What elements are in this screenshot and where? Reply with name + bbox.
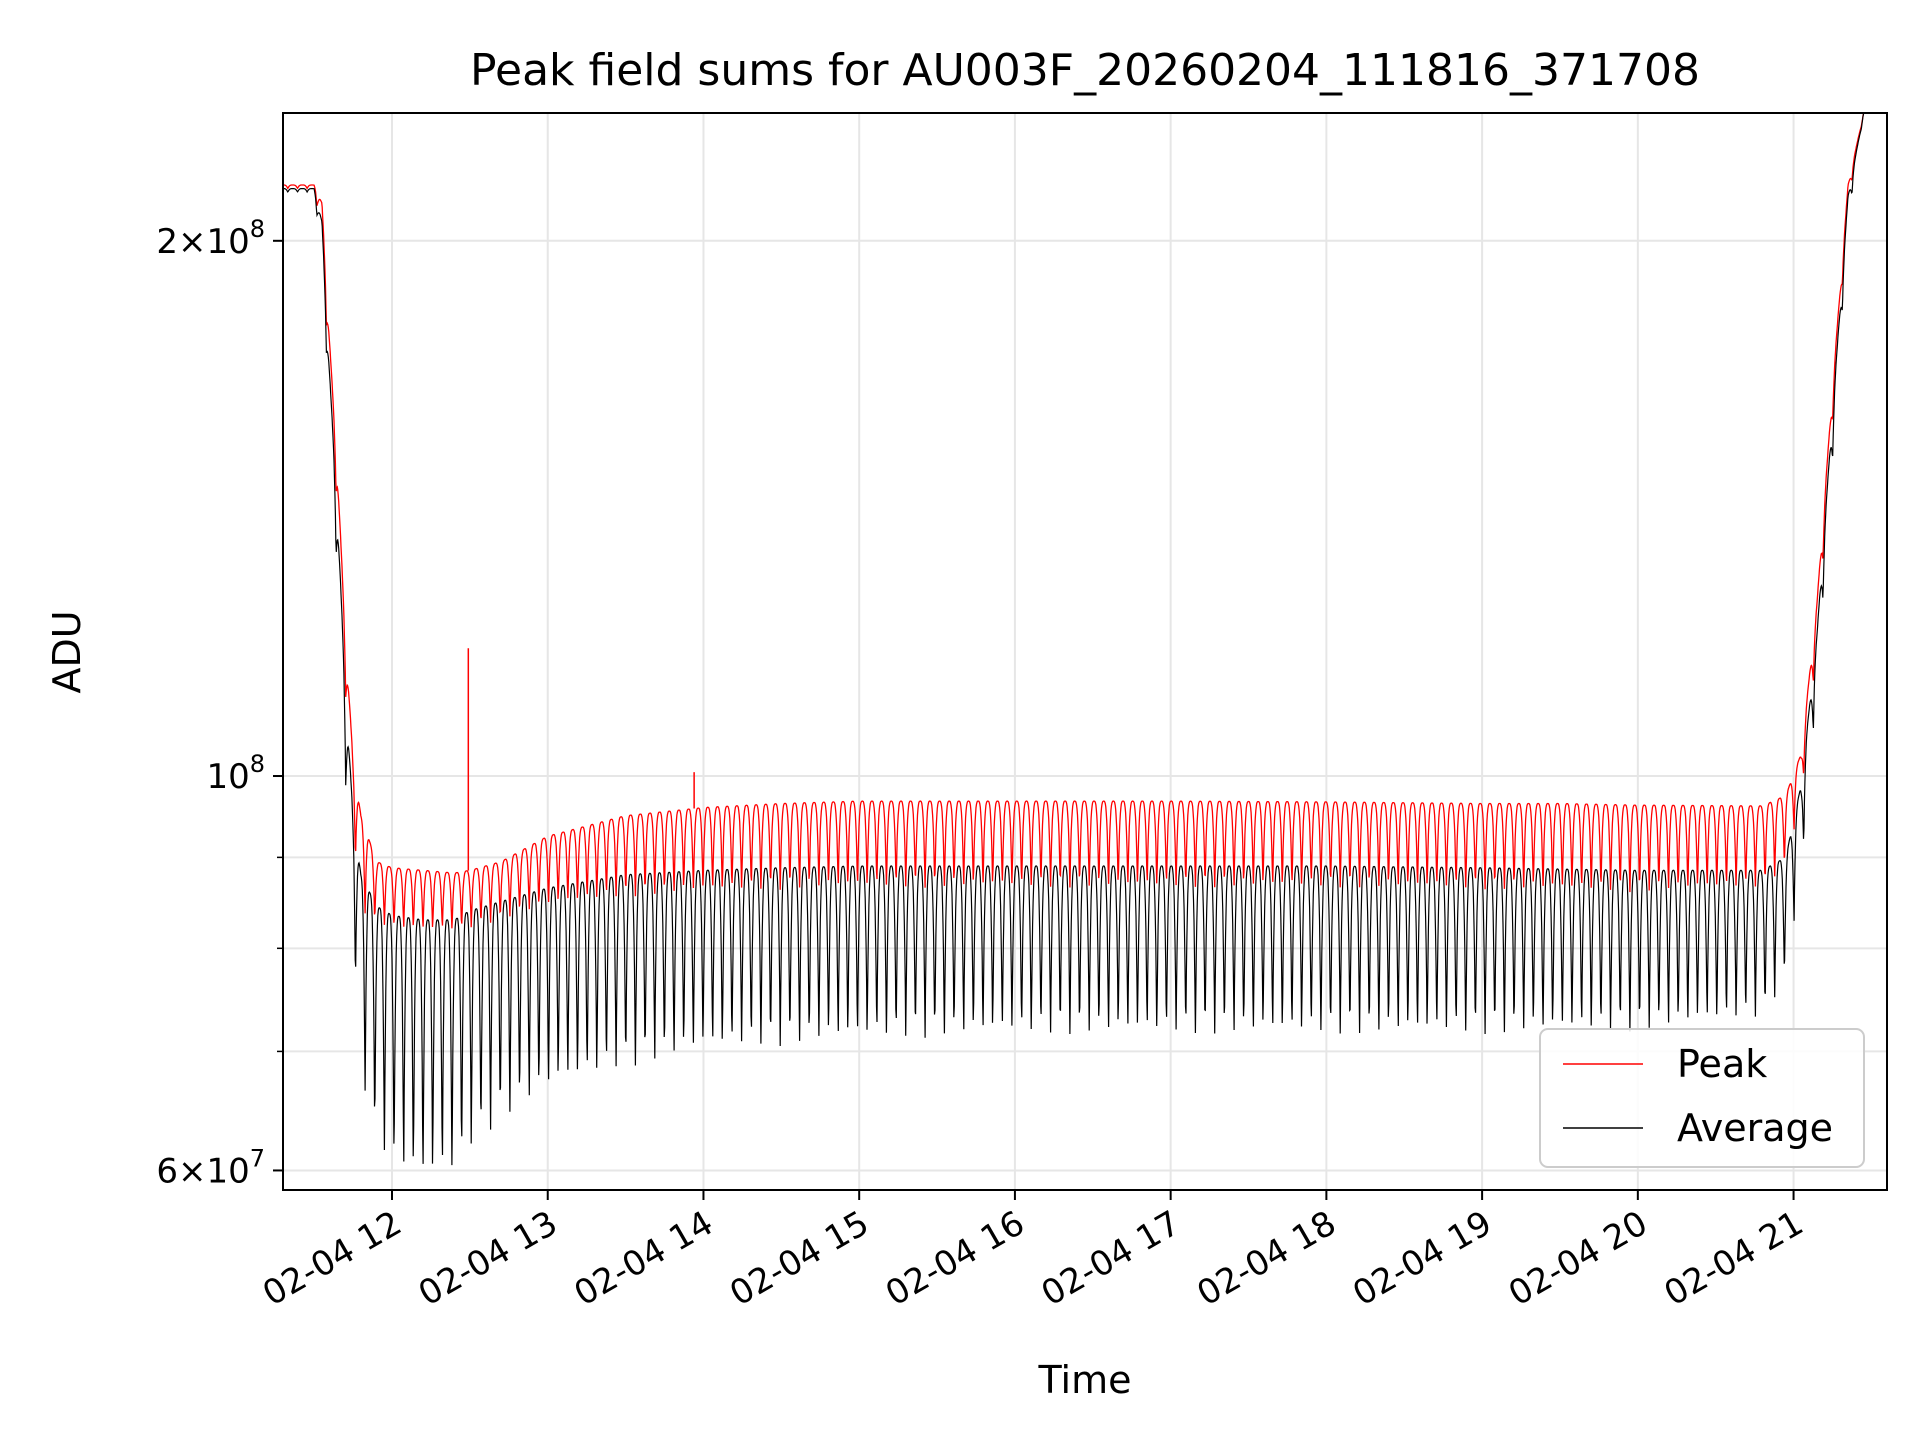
y-tick-label: 2×108 xyxy=(156,215,265,262)
y-tick-label: 108 xyxy=(206,750,265,797)
plot-frame xyxy=(282,112,1888,1191)
series-line-average xyxy=(283,113,1887,1166)
chart-title: Peak field sums for AU003F_20260204_1118… xyxy=(470,45,1700,96)
series-line-peak xyxy=(283,113,1887,929)
legend-label-average: Average xyxy=(1677,1106,1833,1150)
y-axis-label: ADU xyxy=(45,610,89,693)
series-layer xyxy=(283,113,1887,1166)
legend: Peak Average xyxy=(1539,1028,1865,1168)
x-axis-label: Time xyxy=(1038,1358,1132,1402)
legend-label-peak: Peak xyxy=(1677,1042,1767,1086)
y-axis-ticks: 6×107 108 2×108 xyxy=(156,215,283,1191)
y-tick-label: 6×107 xyxy=(156,1144,265,1191)
